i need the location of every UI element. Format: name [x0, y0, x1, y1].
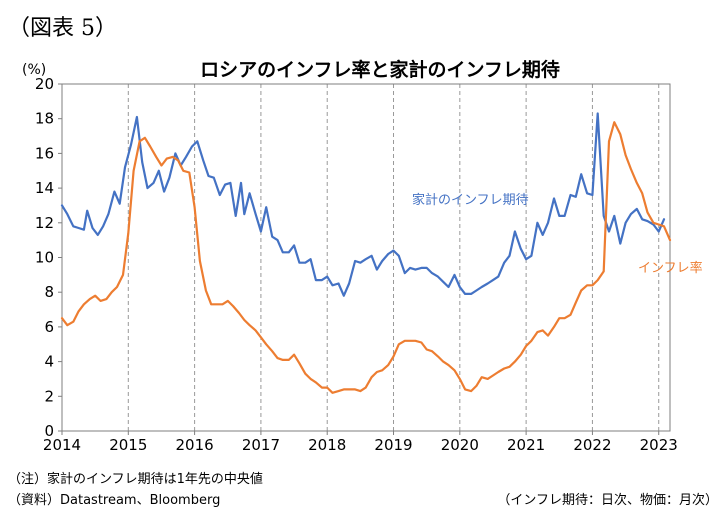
y-tick-label: 6 [44, 318, 54, 336]
y-tick-label: 2 [44, 387, 54, 405]
y-tick-label: 8 [44, 283, 54, 301]
inflation-line [60, 121, 672, 394]
y-tick-label: 4 [44, 353, 54, 371]
y-tick-label: 14 [35, 179, 54, 197]
x-tick-label: 2023 [640, 436, 678, 454]
source-note: （資料）Datastream、Bloomberg [8, 493, 221, 508]
chart-title: ロシアのインフレ率と家計のインフレ期待 [200, 58, 560, 81]
x-tick-label: 2015 [109, 436, 147, 454]
x-tick-label: 2022 [573, 436, 611, 454]
x-tick-label: 2014 [43, 436, 81, 454]
figure-label: （図表 5） [8, 16, 117, 41]
series-labels: 家計のインフレ期待 インフレ率 [412, 192, 703, 276]
frequency-note: （インフレ期待：日次、物価：月次） [497, 493, 718, 508]
x-tick-label: 2020 [441, 436, 479, 454]
expectation-line [60, 112, 666, 297]
axes: 0 2 4 6 8 10 12 14 16 18 20 2014 2015 2016 2017 2018 201… [35, 75, 678, 454]
expectation-series-label: 家計のインフレ期待 [412, 192, 529, 208]
y-tick-label: 12 [35, 214, 54, 232]
y-tick-label: 18 [35, 110, 54, 128]
x-tick-label: 2017 [242, 436, 280, 454]
grid-lines [127, 84, 660, 431]
x-tick-label: 2021 [507, 436, 545, 454]
note-median: （注）家計のインフレ期待は1年先の中央値 [8, 472, 263, 487]
y-tick-label: 0 [44, 422, 54, 440]
plot-frame [61, 83, 671, 432]
inflation-series-label: インフレ率 [638, 260, 703, 276]
x-tick-label: 2019 [374, 436, 412, 454]
series-lines [60, 112, 672, 394]
y-tick-label: 16 [35, 144, 54, 162]
y-axis-unit: (%) [22, 62, 46, 78]
x-tick-label: 2016 [176, 436, 214, 454]
x-tick-label: 2018 [308, 436, 346, 454]
y-tick-label: 10 [35, 249, 54, 267]
y-tick-label: 20 [35, 75, 54, 93]
